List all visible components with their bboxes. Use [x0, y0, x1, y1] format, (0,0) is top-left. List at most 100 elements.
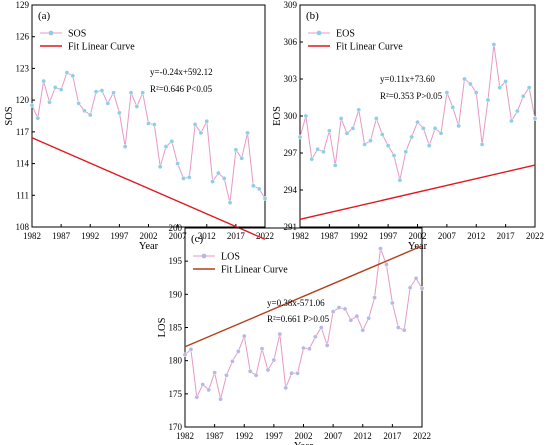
data-point: [122, 144, 128, 149]
data-point: [245, 130, 250, 136]
y-tick-label: 180: [169, 356, 183, 366]
data-point: [532, 116, 538, 121]
legend-series-label: EOS: [336, 29, 355, 40]
data-point: [76, 101, 81, 106]
data-point: [271, 357, 277, 363]
data-point: [378, 246, 383, 251]
data-point: [497, 85, 503, 90]
x-axis-label: Year: [294, 441, 314, 445]
y-tick-label: 200: [169, 223, 183, 233]
data-point: [194, 394, 200, 400]
data-point: [262, 196, 268, 201]
data-point: [82, 108, 87, 114]
y-tick-label: 303: [284, 74, 298, 84]
data-point: [93, 89, 99, 94]
data-point: [253, 372, 259, 378]
data-point: [419, 286, 425, 291]
data-point: [390, 300, 395, 306]
data-point: [227, 200, 233, 205]
y-tick-label: 120: [16, 95, 30, 105]
fit-equation-text: R²=0.661 P>0.05: [267, 314, 330, 324]
y-axis-label: EOS: [272, 106, 283, 126]
data-point: [350, 126, 356, 131]
panel-label: (c): [191, 233, 204, 245]
data-point: [327, 128, 332, 134]
data-point: [462, 76, 467, 82]
data-point: [485, 97, 491, 103]
data-point: [303, 113, 309, 119]
data-point: [265, 367, 271, 373]
x-tick-label: 2007: [324, 431, 343, 441]
x-tick-label: 2002: [295, 431, 313, 441]
data-point: [212, 370, 217, 375]
x-tick-label: 2012: [198, 231, 216, 241]
data-point: [192, 122, 198, 127]
data-point: [366, 315, 371, 321]
data-point: [318, 325, 324, 330]
data-point: [360, 327, 366, 333]
data-point: [221, 176, 227, 181]
x-tick-label: 1997: [379, 231, 398, 241]
x-tick-label: 1997: [265, 431, 284, 441]
panel-label: (a): [38, 10, 51, 22]
y-axis-label: SOS: [4, 106, 15, 125]
y-tick-label: 195: [169, 256, 183, 266]
x-tick-label: 1992: [235, 431, 253, 441]
legend-fit-label: Fit Linear Curve: [336, 42, 403, 53]
series-line-sos: [31, 71, 266, 203]
x-tick-label: 2012: [354, 431, 372, 441]
data-point: [157, 164, 163, 170]
data-point: [236, 349, 241, 354]
y-tick-label: 294: [284, 185, 298, 195]
data-point: [99, 88, 105, 93]
data-point: [368, 138, 373, 143]
data-point: [117, 110, 122, 116]
data-point: [503, 79, 508, 84]
data-point: [175, 161, 180, 166]
data-point: [395, 325, 401, 330]
fit-equation-text: y=-0.24x+592.12: [150, 67, 213, 77]
data-point: [426, 143, 432, 148]
data-point: [473, 90, 479, 95]
data-point: [216, 170, 221, 176]
data-point: [182, 352, 188, 357]
fit-linear-line: [184, 245, 423, 348]
data-point: [301, 345, 306, 351]
legend-series-label: LOS: [221, 252, 240, 263]
data-point: [450, 105, 456, 110]
data-point: [29, 103, 35, 108]
y-tick-label: 111: [16, 190, 29, 200]
data-point: [432, 126, 438, 131]
data-point: [251, 183, 256, 189]
data-point: [200, 382, 206, 387]
data-point: [342, 306, 348, 312]
data-point: [218, 396, 223, 402]
data-point: [407, 285, 413, 291]
x-tick-label: 2007: [438, 231, 457, 241]
chart-panel-3: 1982 1987 1992 1997 2002 2007 2012 2017 20221701…: [157, 223, 431, 445]
y-tick-label: 185: [169, 323, 183, 333]
data-point: [456, 123, 461, 129]
series-line-eos: [299, 44, 536, 181]
x-tick-label: 2022: [526, 231, 544, 241]
legend-series-label: SOS: [68, 29, 86, 40]
data-point: [111, 90, 116, 96]
data-point: [295, 370, 300, 376]
data-point: [354, 313, 360, 319]
data-point: [239, 155, 244, 161]
data-point: [444, 90, 450, 95]
data-point: [297, 134, 303, 140]
fit-equation-text: y=0.11x+73.60: [380, 74, 435, 84]
x-tick-label: 1987: [206, 431, 225, 441]
data-point: [256, 186, 262, 192]
chart-panel-2: 1982 1987 1992 1997 2002 2007 2012 2017 2022 291 2…: [272, 0, 544, 252]
y-tick-label: 170: [169, 422, 183, 432]
data-point: [526, 85, 532, 90]
data-point: [401, 327, 407, 333]
x-tick-label: 1982: [176, 431, 194, 441]
y-tick-label: 300: [284, 111, 298, 121]
data-point: [362, 142, 367, 147]
data-point: [338, 116, 344, 121]
fit-linear-line: [299, 164, 536, 221]
data-point: [169, 139, 175, 144]
